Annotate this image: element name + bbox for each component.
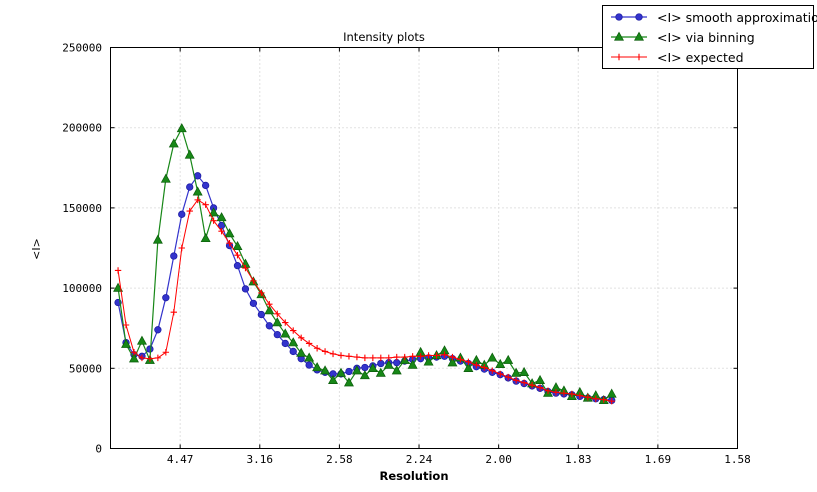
legend-label-via-binning: <I> via binning	[657, 29, 755, 45]
chart-title: Intensity plots	[343, 30, 425, 44]
x-tick-label: 2.00	[485, 453, 512, 466]
y-axis-label: <I>	[30, 238, 43, 260]
x-tick-label: 1.83	[565, 453, 592, 466]
series-i-expected	[114, 196, 615, 405]
legend-item-smooth-approximation: <I> smooth approximation	[608, 7, 817, 27]
legend-label-smooth-approximation: <I> smooth approximation	[657, 9, 817, 25]
y-tick-label: 200000	[62, 122, 102, 135]
legend: <I> smooth approximation <I> via binning…	[602, 5, 817, 69]
x-tick-label: 4.47	[167, 453, 194, 466]
tick-labels: 4.47 3.16 2.58 2.24 2.00 1.83 1.69 1.58 0 50000 10…	[62, 42, 751, 467]
legend-sample-circle-line	[611, 13, 647, 21]
plot-frame	[110, 47, 738, 449]
legend-sample-plus-line	[611, 53, 647, 61]
x-tick-label: 1.58	[724, 453, 751, 466]
x-tick-label: 3.16	[247, 453, 274, 466]
legend-item-expected: <I> expected	[608, 47, 808, 67]
y-tick-label: 100000	[62, 282, 102, 295]
y-tick-label: 150000	[62, 202, 102, 215]
x-axis-label: Resolution	[379, 469, 448, 483]
x-tick-label: 2.58	[326, 453, 353, 466]
legend-label-expected: <I> expected	[657, 49, 744, 65]
x-tick-label: 2.24	[406, 453, 433, 466]
y-tick-label: 0	[95, 443, 102, 456]
legend-item-via-binning: <I> via binning	[608, 27, 808, 47]
plot-area	[110, 47, 738, 449]
y-tick-label: 50000	[69, 362, 102, 375]
legend-sample-triangle-line	[611, 31, 647, 41]
x-tick-label: 1.69	[645, 453, 672, 466]
y-tick-label: 250000	[62, 42, 102, 55]
